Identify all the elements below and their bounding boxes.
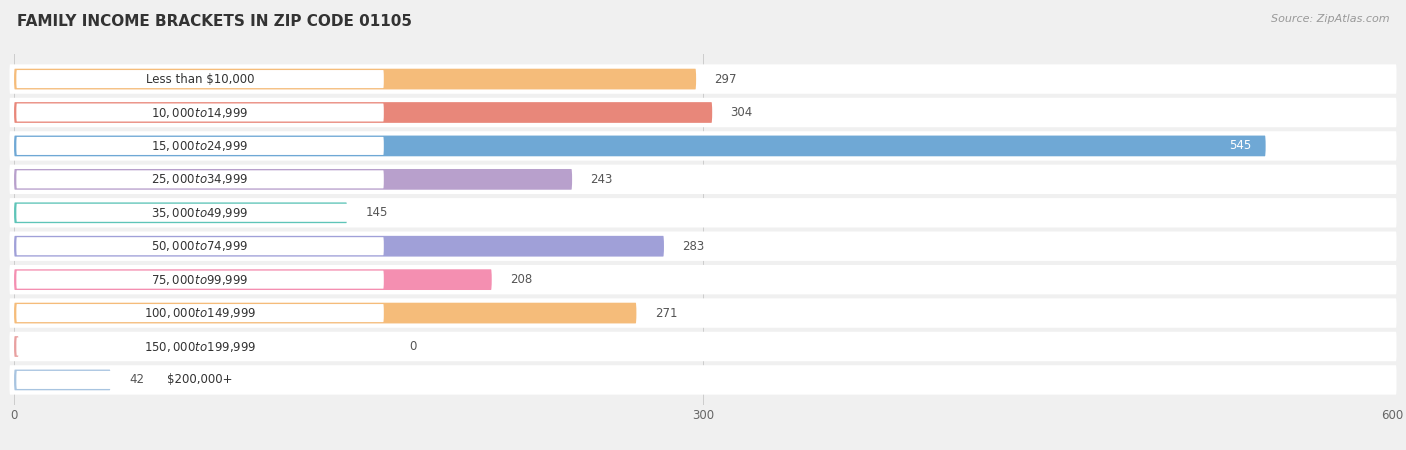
Text: $200,000+: $200,000+ bbox=[167, 374, 233, 387]
Text: 208: 208 bbox=[510, 273, 533, 286]
FancyBboxPatch shape bbox=[10, 365, 1396, 395]
Text: 42: 42 bbox=[129, 374, 143, 387]
FancyBboxPatch shape bbox=[14, 202, 347, 223]
Text: 283: 283 bbox=[682, 240, 704, 253]
FancyBboxPatch shape bbox=[17, 270, 384, 288]
FancyBboxPatch shape bbox=[10, 165, 1396, 194]
Text: 0: 0 bbox=[409, 340, 416, 353]
Text: $75,000 to $99,999: $75,000 to $99,999 bbox=[152, 273, 249, 287]
Text: $150,000 to $199,999: $150,000 to $199,999 bbox=[143, 339, 256, 354]
Text: FAMILY INCOME BRACKETS IN ZIP CODE 01105: FAMILY INCOME BRACKETS IN ZIP CODE 01105 bbox=[17, 14, 412, 28]
Text: Less than $10,000: Less than $10,000 bbox=[146, 72, 254, 86]
FancyBboxPatch shape bbox=[14, 336, 18, 357]
FancyBboxPatch shape bbox=[14, 169, 572, 190]
FancyBboxPatch shape bbox=[17, 70, 384, 88]
FancyBboxPatch shape bbox=[10, 98, 1396, 127]
FancyBboxPatch shape bbox=[17, 104, 384, 122]
FancyBboxPatch shape bbox=[14, 369, 111, 390]
FancyBboxPatch shape bbox=[10, 265, 1396, 294]
Text: Source: ZipAtlas.com: Source: ZipAtlas.com bbox=[1271, 14, 1389, 23]
FancyBboxPatch shape bbox=[10, 298, 1396, 328]
FancyBboxPatch shape bbox=[14, 303, 637, 324]
FancyBboxPatch shape bbox=[17, 338, 384, 356]
Text: $15,000 to $24,999: $15,000 to $24,999 bbox=[152, 139, 249, 153]
FancyBboxPatch shape bbox=[17, 204, 384, 222]
FancyBboxPatch shape bbox=[17, 371, 384, 389]
FancyBboxPatch shape bbox=[17, 304, 384, 322]
FancyBboxPatch shape bbox=[14, 236, 664, 256]
FancyBboxPatch shape bbox=[14, 135, 1265, 156]
Text: $10,000 to $14,999: $10,000 to $14,999 bbox=[152, 105, 249, 120]
FancyBboxPatch shape bbox=[14, 269, 492, 290]
Text: 297: 297 bbox=[714, 72, 737, 86]
FancyBboxPatch shape bbox=[10, 332, 1396, 361]
FancyBboxPatch shape bbox=[17, 137, 384, 155]
FancyBboxPatch shape bbox=[17, 171, 384, 189]
FancyBboxPatch shape bbox=[14, 102, 713, 123]
Text: $35,000 to $49,999: $35,000 to $49,999 bbox=[152, 206, 249, 220]
FancyBboxPatch shape bbox=[10, 64, 1396, 94]
FancyBboxPatch shape bbox=[10, 131, 1396, 161]
FancyBboxPatch shape bbox=[10, 231, 1396, 261]
Text: $25,000 to $34,999: $25,000 to $34,999 bbox=[152, 172, 249, 186]
Text: $100,000 to $149,999: $100,000 to $149,999 bbox=[143, 306, 256, 320]
Text: 304: 304 bbox=[731, 106, 752, 119]
FancyBboxPatch shape bbox=[10, 198, 1396, 228]
FancyBboxPatch shape bbox=[17, 237, 384, 255]
FancyBboxPatch shape bbox=[14, 69, 696, 90]
Text: 271: 271 bbox=[655, 306, 678, 320]
Text: 145: 145 bbox=[366, 206, 388, 219]
Text: 243: 243 bbox=[591, 173, 613, 186]
Text: 545: 545 bbox=[1230, 140, 1251, 153]
Text: $50,000 to $74,999: $50,000 to $74,999 bbox=[152, 239, 249, 253]
